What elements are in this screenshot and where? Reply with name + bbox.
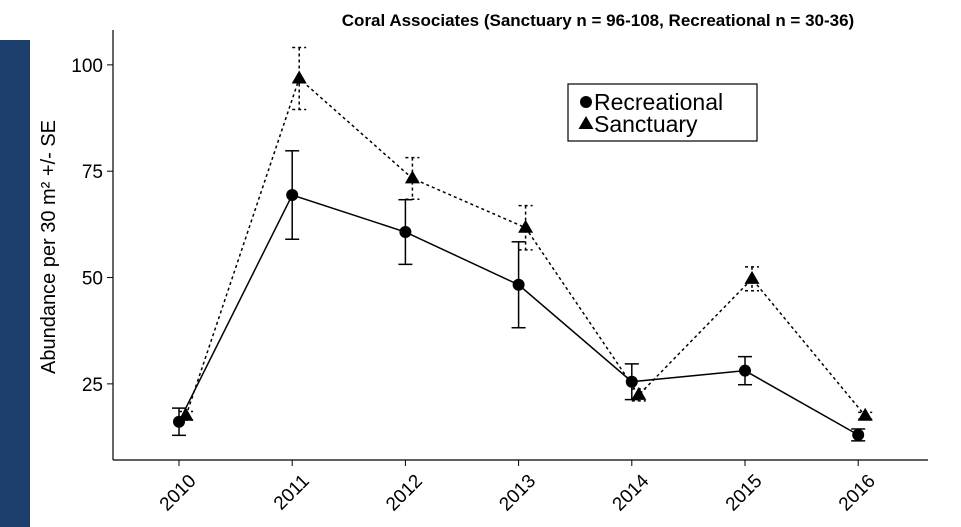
x-tick-label: 2015 [722,471,767,516]
background-strip [0,40,30,527]
legend-label: Sanctuary [594,111,698,137]
marker [739,364,751,377]
y-tick-label: 75 [82,162,103,183]
marker [291,70,307,84]
series-line [185,77,866,417]
y-tick-label: 25 [82,375,103,396]
error-bar [518,204,533,251]
marker [744,270,760,284]
marker [518,219,534,233]
y-tick-label: 100 [71,56,103,77]
legend-marker [578,116,594,129]
marker [178,407,194,421]
x-tick-label: 2011 [270,471,314,515]
y-axis-label: Abundance per 30 m² +/- SE [38,120,60,374]
marker [631,386,647,400]
legend-box [567,83,758,142]
marker [512,278,525,291]
x-tick-label: 2013 [495,471,540,516]
x-tick-label: 2010 [156,471,201,516]
error-bar [745,266,759,292]
marker [404,170,420,184]
legend-marker [580,96,592,108]
marker [857,407,873,421]
y-tick-label: 50 [82,269,103,290]
x-tick-label: 2016 [835,471,880,516]
marker [286,189,299,202]
marker [399,226,412,239]
x-tick-label: 2012 [382,471,427,516]
chart-title: Coral Associates (Sanctuary n = 96-108, … [342,11,854,30]
legend-label: Recreational [594,89,723,115]
marker [625,375,638,388]
x-tick-label: 2014 [609,470,654,515]
marker [852,428,865,441]
